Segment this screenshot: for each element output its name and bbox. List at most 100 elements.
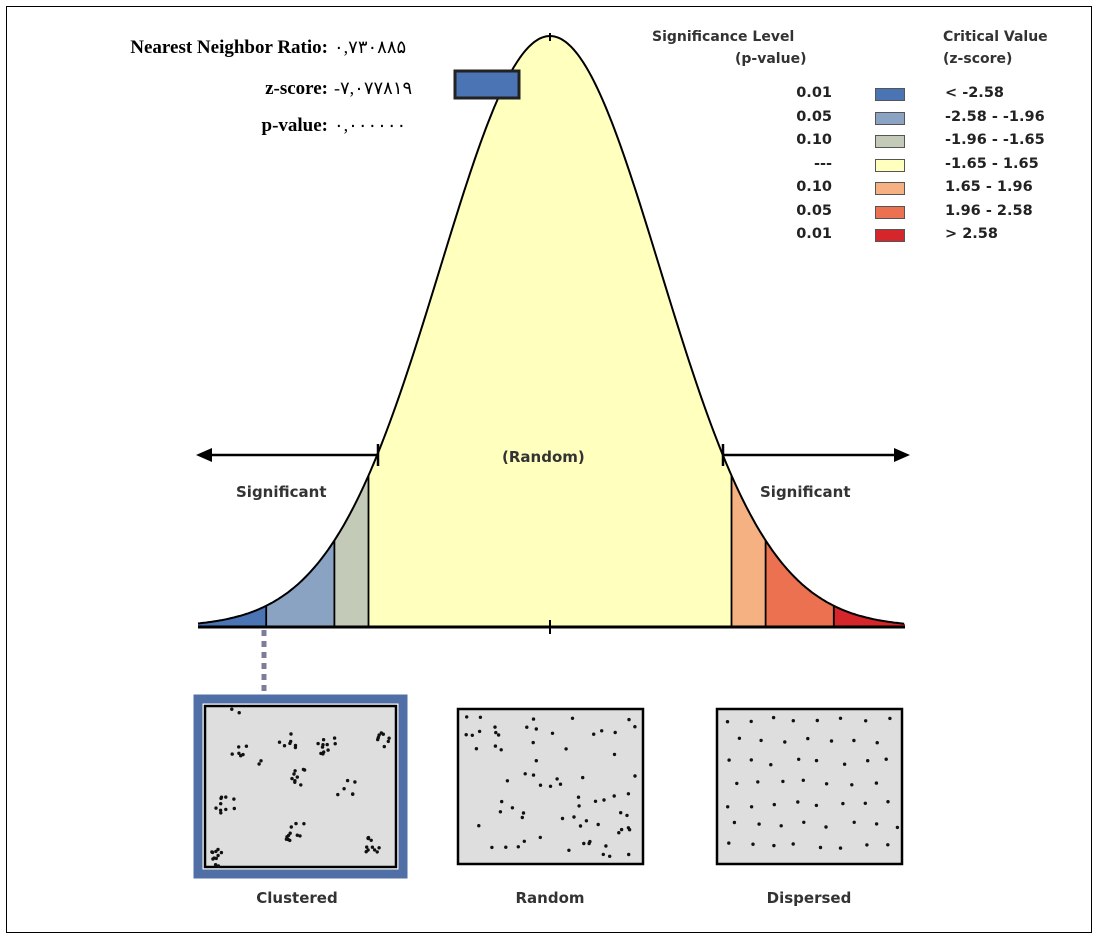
pattern-point bbox=[504, 845, 508, 849]
legend-pvalue: 0.01 bbox=[796, 226, 832, 242]
pattern-point bbox=[257, 762, 261, 766]
pattern-point bbox=[301, 767, 306, 772]
pattern-point bbox=[336, 792, 340, 797]
pattern-point bbox=[604, 844, 608, 848]
pattern-point bbox=[219, 850, 224, 855]
pvalue-label: p-value: bbox=[261, 115, 329, 136]
pattern-point bbox=[802, 820, 806, 824]
pattern-point bbox=[326, 748, 330, 752]
pattern-point bbox=[864, 719, 868, 723]
pattern-point bbox=[550, 731, 555, 735]
pattern-point bbox=[560, 816, 565, 821]
pattern-point bbox=[772, 802, 776, 807]
pattern-point bbox=[570, 716, 575, 720]
curve-region-fill bbox=[833, 605, 905, 627]
pattern-point bbox=[505, 779, 510, 783]
pattern-point bbox=[617, 831, 621, 835]
random-region-label: (Random) bbox=[502, 448, 585, 466]
legend-pvalue: 0.05 bbox=[796, 108, 832, 125]
pattern-point bbox=[286, 833, 291, 838]
pattern-point bbox=[319, 751, 323, 756]
pattern-point bbox=[558, 782, 563, 786]
legend-swatch bbox=[875, 158, 905, 172]
pattern-point bbox=[577, 804, 581, 808]
pattern-point bbox=[584, 819, 589, 823]
curve-region-fill bbox=[266, 540, 335, 627]
pattern-point bbox=[814, 803, 819, 808]
pattern-point bbox=[259, 759, 263, 763]
legend-pvalue: 0.01 bbox=[796, 85, 832, 101]
pattern-point bbox=[292, 772, 296, 776]
pattern-point bbox=[779, 824, 783, 828]
pattern-point bbox=[888, 716, 892, 721]
random-points bbox=[464, 715, 637, 858]
pattern-point bbox=[814, 758, 819, 763]
legend-swatch bbox=[875, 111, 905, 125]
pattern-point bbox=[523, 772, 527, 776]
pattern-point bbox=[230, 752, 234, 756]
pattern-point bbox=[769, 763, 773, 767]
pattern-point bbox=[295, 775, 299, 779]
pattern-point bbox=[531, 717, 536, 721]
pattern-point bbox=[601, 852, 605, 857]
pattern-point bbox=[498, 810, 503, 814]
pattern-point bbox=[829, 739, 834, 743]
clustered-label: Clustered bbox=[256, 889, 338, 907]
pattern-point bbox=[818, 845, 823, 850]
pattern-point bbox=[216, 847, 220, 852]
pattern-point bbox=[295, 833, 299, 837]
legend-zscore-range: < -2.58 bbox=[945, 85, 1004, 101]
pattern-point bbox=[626, 826, 631, 830]
pattern-point bbox=[796, 800, 800, 804]
nnr-value: ۰,۷۳۰۸۸۵ bbox=[334, 37, 407, 57]
pattern-point bbox=[214, 806, 218, 810]
pattern-point bbox=[521, 811, 526, 815]
pattern-point bbox=[216, 864, 221, 868]
pattern-point bbox=[210, 850, 214, 854]
pattern-point bbox=[874, 781, 879, 785]
pattern-point bbox=[510, 806, 515, 810]
pattern-point bbox=[801, 778, 805, 782]
pattern-point bbox=[232, 797, 236, 801]
pattern-point bbox=[783, 740, 787, 744]
pattern-point bbox=[386, 739, 390, 744]
pattern-point bbox=[627, 717, 631, 722]
pattern-point bbox=[230, 707, 234, 711]
pattern-point bbox=[477, 824, 481, 828]
legend-zscore-range: > 2.58 bbox=[945, 226, 998, 242]
pattern-point bbox=[781, 779, 785, 784]
pattern-point bbox=[237, 711, 241, 715]
pattern-point bbox=[286, 837, 290, 842]
pattern-point bbox=[290, 776, 294, 781]
pattern-point bbox=[370, 845, 375, 849]
pattern-point bbox=[852, 820, 856, 824]
right-significant-arrow bbox=[721, 444, 910, 466]
pattern-point bbox=[493, 744, 498, 748]
pattern-point bbox=[538, 835, 542, 840]
pattern-point bbox=[886, 843, 890, 847]
pattern-point bbox=[470, 733, 474, 737]
pattern-point bbox=[600, 729, 604, 733]
left-significant-label: Significant bbox=[236, 483, 327, 501]
pattern-point bbox=[838, 846, 843, 850]
pattern-point bbox=[626, 792, 631, 796]
pattern-point bbox=[578, 824, 583, 828]
pattern-point bbox=[239, 754, 243, 758]
pattern-point bbox=[218, 808, 223, 812]
pattern-point bbox=[555, 777, 559, 781]
pattern-point bbox=[333, 742, 337, 746]
pattern-point bbox=[581, 775, 585, 780]
zscore-value: -۷,۰۷۷۸۱۹ bbox=[334, 78, 413, 98]
pattern-point bbox=[321, 738, 326, 742]
curve-region-fill bbox=[765, 540, 834, 627]
pattern-point bbox=[213, 863, 218, 867]
pattern-point bbox=[564, 747, 568, 751]
zscore-result-marker bbox=[453, 69, 521, 100]
pattern-point bbox=[387, 736, 391, 740]
pattern-point bbox=[342, 787, 346, 791]
pattern-point bbox=[525, 725, 529, 729]
pattern-point bbox=[534, 727, 538, 731]
pattern-point bbox=[612, 752, 617, 757]
significance-header-line2: (p-value) bbox=[735, 51, 807, 67]
pattern-point bbox=[791, 842, 795, 846]
